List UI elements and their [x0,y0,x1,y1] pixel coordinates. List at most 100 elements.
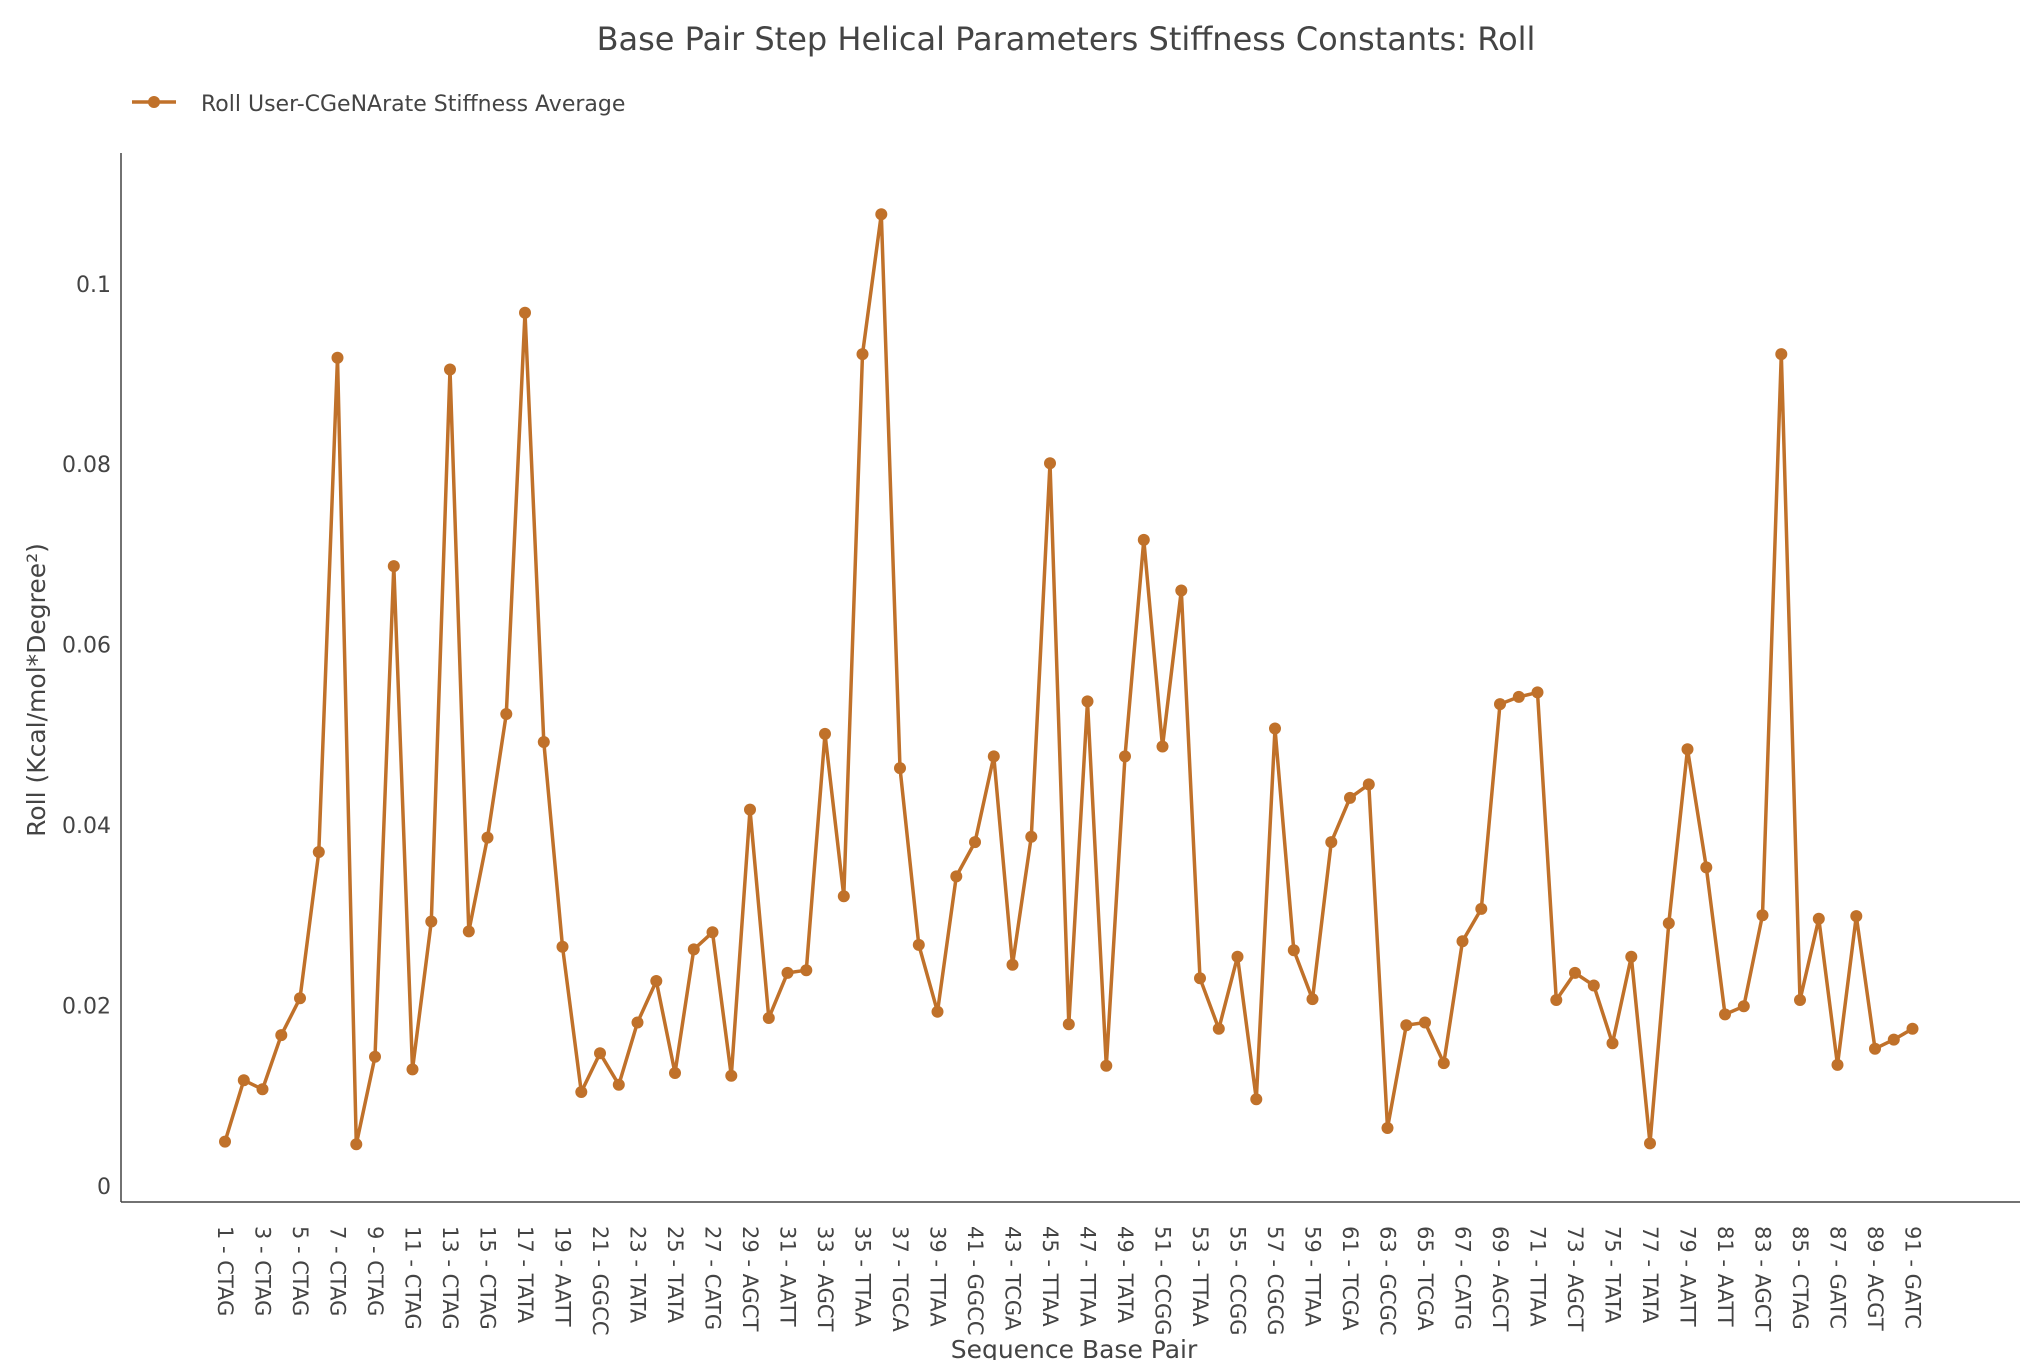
data-point[interactable] [1287,944,1300,957]
y-tick-labels: 0 0.02 0.04 0.06 0.08 0.1 [62,273,111,1200]
data-point[interactable] [1456,935,1469,948]
x-tick-label: 45 - TTAA [1038,1226,1062,1327]
data-point[interactable] [481,831,494,844]
data-point[interactable] [950,870,963,883]
data-point[interactable] [444,363,456,376]
data-point[interactable] [575,1086,588,1098]
data-point[interactable] [1344,791,1356,804]
data-point[interactable] [519,306,531,319]
data-point[interactable] [1362,778,1375,791]
data-point[interactable] [1269,722,1281,735]
data-point[interactable] [1025,830,1038,843]
y-tick-label: 0.02 [62,994,111,1019]
data-point[interactable] [1587,979,1600,992]
data-point[interactable] [1550,994,1563,1006]
data-point[interactable] [1437,1057,1450,1070]
data-point[interactable] [1062,1018,1075,1031]
data-point[interactable] [1662,917,1675,930]
data-point[interactable] [1606,1037,1619,1050]
data-point[interactable] [1119,750,1131,763]
data-point[interactable] [500,708,513,720]
data-point[interactable] [1081,695,1094,708]
data-point[interactable] [1681,743,1694,756]
data-point[interactable] [275,1029,288,1042]
data-point[interactable] [631,1016,644,1029]
data-point[interactable] [875,208,888,221]
data-point[interactable] [1906,1022,1919,1035]
data-point[interactable] [931,1005,944,1018]
data-point[interactable] [1569,966,1581,979]
data-point[interactable] [1756,909,1769,922]
data-point[interactable] [1775,348,1788,361]
data-point[interactable] [987,750,1000,763]
data-point[interactable] [650,975,663,987]
data-point[interactable] [1212,1022,1225,1035]
data-point[interactable] [237,1074,250,1087]
data-point[interactable] [1100,1059,1113,1072]
data-point[interactable] [1381,1122,1394,1134]
data-point[interactable] [331,351,344,364]
data-point[interactable] [819,727,831,740]
data-point[interactable] [1644,1137,1656,1150]
data-point[interactable] [781,966,794,979]
data-point[interactable] [762,1012,775,1024]
data-point[interactable] [537,736,550,748]
data-point[interactable] [1850,910,1863,923]
data-point[interactable] [1625,950,1638,963]
data-point[interactable] [969,836,981,849]
data-point[interactable] [800,964,813,977]
data-point[interactable] [387,560,400,573]
data-point[interactable] [706,926,719,939]
x-tick-label: 29 - AGCT [738,1226,762,1332]
data-point[interactable] [687,943,700,956]
data-point[interactable] [912,938,925,951]
data-point[interactable] [725,1069,738,1082]
data-point[interactable] [1006,958,1019,971]
data-point[interactable] [1044,457,1056,470]
data-point[interactable] [406,1063,419,1076]
data-point[interactable] [837,890,850,903]
data-point[interactable] [1869,1042,1881,1055]
data-point[interactable] [1700,861,1713,874]
data-point[interactable] [1137,533,1150,546]
data-point[interactable] [1794,994,1806,1006]
data-point[interactable] [1194,972,1206,985]
data-point[interactable] [1400,1019,1413,1032]
data-point[interactable] [612,1078,625,1091]
data-point[interactable] [1250,1093,1263,1106]
data-point[interactable] [1156,740,1169,753]
y-axis-title: Roll (Kcal/mol*Degree²) [22,543,51,837]
data-point[interactable] [350,1138,363,1151]
data-point[interactable] [1737,1000,1750,1013]
data-point[interactable] [1175,584,1188,597]
legend[interactable]: Roll User-CGeNArate Stiffness Average [132,92,625,117]
x-tick-label: 43 - TCGA [1001,1226,1025,1331]
data-point[interactable] [669,1067,681,1079]
data-point[interactable] [1512,690,1525,703]
data-point[interactable] [1531,686,1544,699]
x-tick-label: 23 - TATA [626,1226,650,1324]
data-point[interactable] [1306,993,1319,1006]
data-point[interactable] [856,348,869,361]
data-point[interactable] [425,915,438,928]
data-point[interactable] [1325,836,1338,849]
data-point[interactable] [556,940,569,953]
data-point[interactable] [1231,950,1244,963]
data-point[interactable] [894,762,906,775]
data-point[interactable] [312,846,325,858]
data-point[interactable] [256,1083,269,1096]
data-point[interactable] [462,925,475,938]
data-point[interactable] [219,1135,231,1148]
data-point[interactable] [294,992,306,1005]
data-point[interactable] [1812,912,1825,925]
data-point[interactable] [1419,1016,1431,1029]
data-point[interactable] [744,803,756,816]
data-point[interactable] [594,1047,606,1060]
x-tick-label: 67 - CATG [1451,1226,1475,1330]
data-point[interactable] [369,1050,381,1063]
data-point[interactable] [1494,698,1506,711]
data-point[interactable] [1719,1008,1731,1021]
data-point[interactable] [1887,1033,1900,1046]
data-point[interactable] [1475,902,1488,915]
data-point[interactable] [1831,1058,1844,1071]
